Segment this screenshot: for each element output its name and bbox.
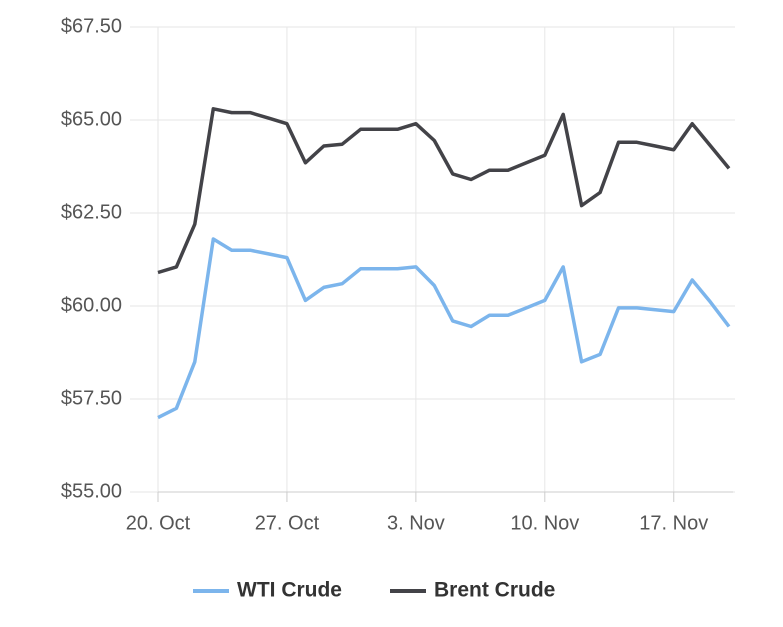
x-tick-label: 3. Nov <box>387 512 445 534</box>
y-tick-label: $62.50 <box>61 201 122 223</box>
y-tick-label: $60.00 <box>61 294 122 316</box>
y-tick-label: $55.00 <box>61 480 122 502</box>
x-tick-label: 17. Nov <box>639 512 708 534</box>
x-tick-label: 27. Oct <box>255 512 320 534</box>
x-tick-label: 10. Nov <box>510 512 579 534</box>
y-tick-label: $57.50 <box>61 387 122 409</box>
y-tick-label: $67.50 <box>61 15 122 37</box>
series-line <box>157 107 731 275</box>
y-tick-label: $65.00 <box>61 108 122 130</box>
legend: WTI Crude <box>237 579 342 602</box>
x-tick-label: 20. Oct <box>126 512 191 534</box>
series-line <box>157 237 731 420</box>
legend: Brent Crude <box>434 579 555 602</box>
